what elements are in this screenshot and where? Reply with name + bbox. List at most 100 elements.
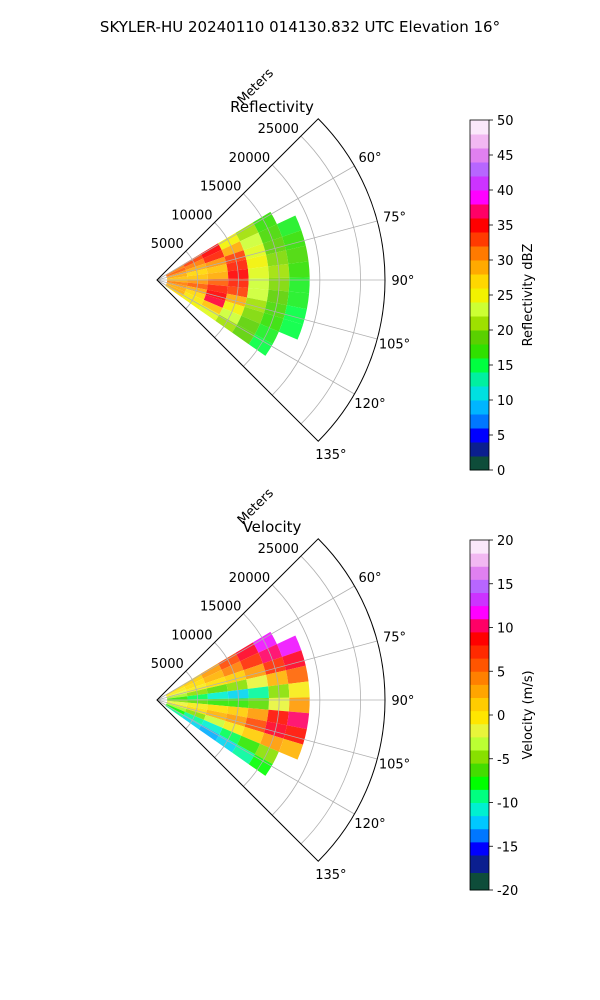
colorbar-step bbox=[470, 442, 489, 457]
colorbar-step bbox=[470, 218, 489, 233]
azimuth-spoke bbox=[156, 165, 355, 281]
colorbar-step bbox=[470, 776, 489, 790]
field-cell bbox=[241, 306, 265, 324]
field-cell bbox=[246, 287, 269, 302]
field-cell bbox=[198, 304, 220, 321]
colorbar-step bbox=[470, 330, 489, 345]
field-cell bbox=[166, 282, 187, 292]
colorbar-tick-label: 10 bbox=[497, 622, 514, 637]
azimuth-spoke bbox=[156, 279, 378, 340]
colorbar-step bbox=[470, 736, 489, 751]
colorbar-step bbox=[470, 553, 489, 567]
field-cell bbox=[198, 724, 220, 741]
colorbar-tick-label: 15 bbox=[497, 359, 514, 374]
azimuth-spoke bbox=[156, 699, 355, 815]
colorbar-step bbox=[470, 540, 489, 554]
field-cell bbox=[166, 273, 188, 279]
azimuth-tick-label: 135° bbox=[315, 868, 346, 883]
azimuth-spoke bbox=[156, 220, 378, 281]
field-cell bbox=[206, 704, 228, 714]
colorbar-step bbox=[470, 645, 489, 659]
field-cell bbox=[276, 635, 302, 657]
velocity-panel: Velocity500010000150002000025000Meters60… bbox=[151, 486, 536, 899]
field-cell bbox=[235, 642, 259, 662]
colorbar-step bbox=[470, 605, 489, 620]
panel-title: Velocity bbox=[243, 518, 302, 536]
field-cell bbox=[166, 700, 188, 706]
field-cell bbox=[207, 691, 229, 700]
colorbar-step bbox=[470, 855, 489, 873]
colorbar-step bbox=[470, 428, 489, 443]
field-cell bbox=[203, 294, 226, 308]
radial-tick-label: 10000 bbox=[171, 208, 212, 223]
radial-tick-label: 10000 bbox=[171, 628, 212, 643]
reflectivity-panel: Reflectivity500010000150002000025000Mete… bbox=[151, 66, 536, 479]
field-cell bbox=[166, 687, 186, 697]
field-cell bbox=[205, 289, 227, 301]
colorbar-step bbox=[470, 162, 489, 177]
colorbar-step bbox=[470, 134, 489, 149]
field-cell bbox=[241, 726, 265, 744]
field-cell bbox=[232, 744, 255, 765]
azimuth-spoke bbox=[156, 640, 378, 701]
radial-tick-label: 20000 bbox=[229, 151, 270, 166]
azimuth-tick-label: 75° bbox=[383, 630, 406, 645]
field-cell bbox=[285, 665, 309, 684]
colorbar-tick-label: 20 bbox=[497, 534, 514, 549]
colorbar-tick-label: -15 bbox=[497, 840, 518, 855]
field-cell bbox=[203, 249, 225, 264]
field-cell bbox=[285, 245, 309, 264]
colorbar-step bbox=[470, 232, 489, 247]
colorbar-tick-label: 30 bbox=[497, 254, 514, 269]
colorbar-step bbox=[470, 190, 489, 205]
field-cell bbox=[288, 261, 310, 278]
colorbar-step bbox=[470, 872, 489, 891]
colorbar-tick-label: 50 bbox=[497, 114, 514, 129]
colorbar-step bbox=[470, 316, 489, 331]
colorbar-label: Velocity (m/s) bbox=[521, 670, 536, 759]
colorbar-step bbox=[470, 592, 489, 607]
colorbar-tick-label: 10 bbox=[497, 394, 514, 409]
colorbar-step bbox=[470, 302, 489, 317]
colorbar-tick-label: -20 bbox=[497, 884, 518, 899]
colorbar-step bbox=[470, 288, 489, 303]
colorbar-tick-label: 5 bbox=[497, 665, 505, 680]
field-cell bbox=[166, 267, 186, 277]
field-cell bbox=[232, 324, 255, 345]
field-cell bbox=[201, 299, 223, 315]
colorbar-step bbox=[470, 566, 489, 580]
panel-title: Reflectivity bbox=[230, 98, 314, 116]
colorbar-step bbox=[470, 176, 489, 191]
colorbar-step bbox=[470, 204, 489, 219]
colorbar-step bbox=[470, 274, 489, 289]
field-cell bbox=[240, 652, 263, 671]
radial-tick-label: 5000 bbox=[151, 657, 184, 672]
colorbar-tick-label: 40 bbox=[497, 184, 514, 199]
sector-outline bbox=[156, 538, 386, 862]
azimuth-tick-label: 90° bbox=[391, 694, 414, 709]
field-cell bbox=[276, 215, 302, 237]
field-cell bbox=[205, 709, 227, 721]
colorbar-step bbox=[470, 710, 489, 725]
field-cell bbox=[165, 704, 184, 718]
field-cell bbox=[246, 254, 269, 269]
field-cell bbox=[278, 738, 304, 760]
colorbar: 0 5 10 15 20 25 30 35 40 45 50 Reflectivity dBZ bbox=[469, 114, 536, 479]
sector-outline bbox=[156, 118, 386, 442]
colorbar-tick-label: 0 bbox=[497, 464, 505, 479]
azimuth-tick-label: 120° bbox=[354, 397, 385, 412]
colorbar-step bbox=[470, 684, 489, 698]
colorbar-step bbox=[470, 579, 489, 593]
colorbar-tick-label: -10 bbox=[497, 797, 518, 812]
colorbar-step bbox=[470, 246, 489, 261]
field-cell bbox=[248, 698, 269, 710]
colorbar-step bbox=[470, 260, 489, 275]
field-cell bbox=[166, 280, 188, 286]
field-cell bbox=[207, 278, 229, 287]
field-cell bbox=[247, 266, 269, 279]
field-cell bbox=[165, 284, 184, 298]
field-cell bbox=[235, 222, 259, 242]
field-cell bbox=[201, 719, 223, 735]
field-cell bbox=[207, 698, 229, 707]
colorbar-step bbox=[470, 697, 489, 712]
